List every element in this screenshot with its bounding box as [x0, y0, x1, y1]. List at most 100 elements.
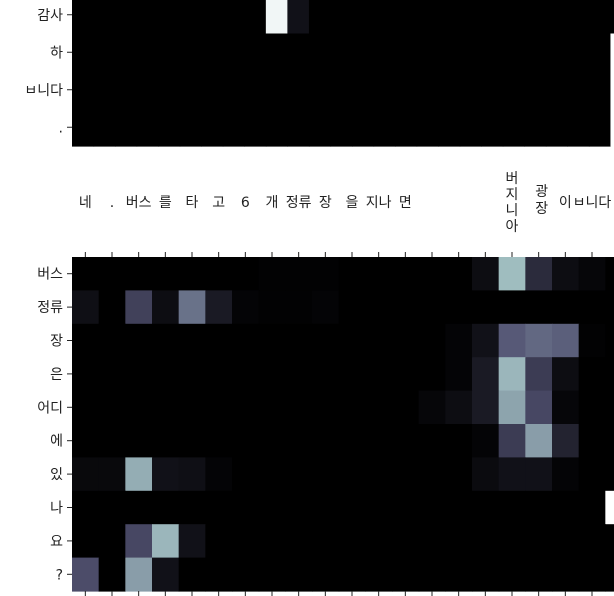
heatmap-cell — [416, 71, 439, 110]
y-tick-label: 장 — [50, 334, 63, 350]
heatmap-cell — [578, 557, 606, 592]
heatmap-cell — [308, 108, 332, 147]
heatmap-cell — [265, 0, 288, 35]
heatmap-cell — [205, 390, 233, 425]
heatmap-cell — [352, 108, 375, 147]
heatmap-cell — [545, 33, 568, 72]
heatmap-cell — [578, 390, 606, 425]
heatmap-cell — [552, 323, 580, 358]
heatmap-cell — [578, 357, 606, 392]
heatmap-cell — [338, 323, 366, 358]
heatmap-cell — [178, 357, 206, 392]
heatmap-cell — [525, 524, 553, 559]
heatmap-cell — [418, 323, 446, 358]
heatmap-cell — [578, 490, 606, 525]
heatmap-cell — [545, 71, 568, 110]
heatmap-cell — [308, 0, 332, 35]
heatmap-cell — [392, 457, 420, 492]
y-tick-label: 은 — [50, 367, 63, 383]
heatmap-cell — [502, 0, 525, 35]
heatmap-cell — [178, 424, 206, 458]
heatmap-cell — [258, 257, 286, 291]
heatmap-cell — [502, 33, 525, 72]
heatmap-cell — [136, 108, 159, 147]
heatmap-cell — [338, 557, 366, 592]
heatmap-cell — [498, 524, 526, 559]
heatmap-cell — [588, 71, 612, 110]
heatmap-cell — [125, 457, 153, 492]
heatmap-cell — [578, 257, 606, 291]
heatmap-cell — [72, 457, 100, 492]
heatmap-cell — [330, 33, 353, 72]
heatmap-cell — [258, 390, 286, 425]
heatmap-cell — [525, 257, 553, 291]
heatmap-cell — [610, 108, 614, 147]
heatmap-cell — [312, 424, 340, 458]
heatmap-cell — [72, 424, 100, 458]
heatmap-cell — [93, 108, 116, 147]
heatmap-cell — [395, 0, 418, 35]
heatmap-cell — [392, 323, 420, 358]
heatmap-cell — [152, 323, 180, 358]
heatmap-cell — [232, 424, 260, 458]
heatmap-cell — [72, 524, 100, 559]
heatmap-cell — [524, 33, 547, 72]
heatmap-cell — [179, 71, 202, 110]
heatmap-cell — [472, 524, 500, 559]
heatmap-cell — [308, 33, 332, 72]
heatmap-cell — [287, 71, 310, 110]
heatmap-cell — [115, 71, 138, 110]
heatmap-cell — [338, 390, 366, 425]
heatmap-cell — [125, 323, 153, 358]
y-tick-label: 에 — [50, 434, 63, 450]
heatmap-cell — [481, 33, 504, 72]
heatmap-cell — [552, 290, 580, 325]
heatmap-cell — [232, 323, 260, 358]
x-tick-label: 고 — [212, 195, 225, 211]
heatmap-cell — [445, 323, 473, 358]
heatmap-cell — [205, 490, 233, 525]
heatmap-cell — [201, 71, 224, 110]
x-tick-label: 지나 — [366, 195, 392, 211]
heatmap-cell — [125, 290, 153, 325]
heatmap-cell — [418, 557, 446, 592]
heatmap-cell — [232, 390, 260, 425]
heatmap-cell — [98, 557, 126, 592]
heatmap-cell — [392, 557, 420, 592]
heatmap-cell — [416, 0, 439, 35]
heatmap-cell — [459, 0, 482, 35]
heatmap-cell — [265, 71, 288, 110]
heatmap-cell — [98, 323, 126, 358]
heatmap-cell — [352, 71, 375, 110]
heatmap-cell — [258, 490, 286, 525]
heatmap-cell — [605, 323, 614, 358]
heatmap-cell — [136, 71, 159, 110]
heatmap-cell — [72, 257, 100, 291]
heatmap-cell — [418, 457, 446, 492]
heatmap-cell — [115, 33, 138, 72]
heatmap-cell — [72, 557, 100, 592]
heatmap-cell — [605, 457, 614, 492]
heatmap-cell — [258, 323, 286, 358]
heatmap-cell — [152, 557, 180, 592]
x-tick-label: 면 — [399, 195, 412, 211]
heatmap-cell — [352, 0, 375, 35]
heatmap-cell — [472, 357, 500, 392]
heatmap-cell — [244, 71, 267, 110]
heatmap-cell — [418, 257, 446, 291]
heatmap-cell — [552, 357, 580, 392]
heatmap-cell — [205, 290, 233, 325]
x-tick-label: . — [110, 195, 114, 211]
heatmap-cell — [312, 290, 340, 325]
heatmap-cell — [472, 323, 500, 358]
heatmap-cell — [258, 357, 286, 392]
heatmap-cell — [285, 457, 313, 492]
heatmap-cell — [285, 290, 313, 325]
heatmap-cell — [72, 0, 95, 35]
heatmap-cell — [205, 357, 233, 392]
heatmap-cell — [287, 108, 310, 147]
heatmap-cell — [525, 290, 553, 325]
heatmap-cell — [125, 257, 153, 291]
heatmap-cell — [365, 290, 393, 325]
heatmap-cell — [222, 0, 245, 35]
